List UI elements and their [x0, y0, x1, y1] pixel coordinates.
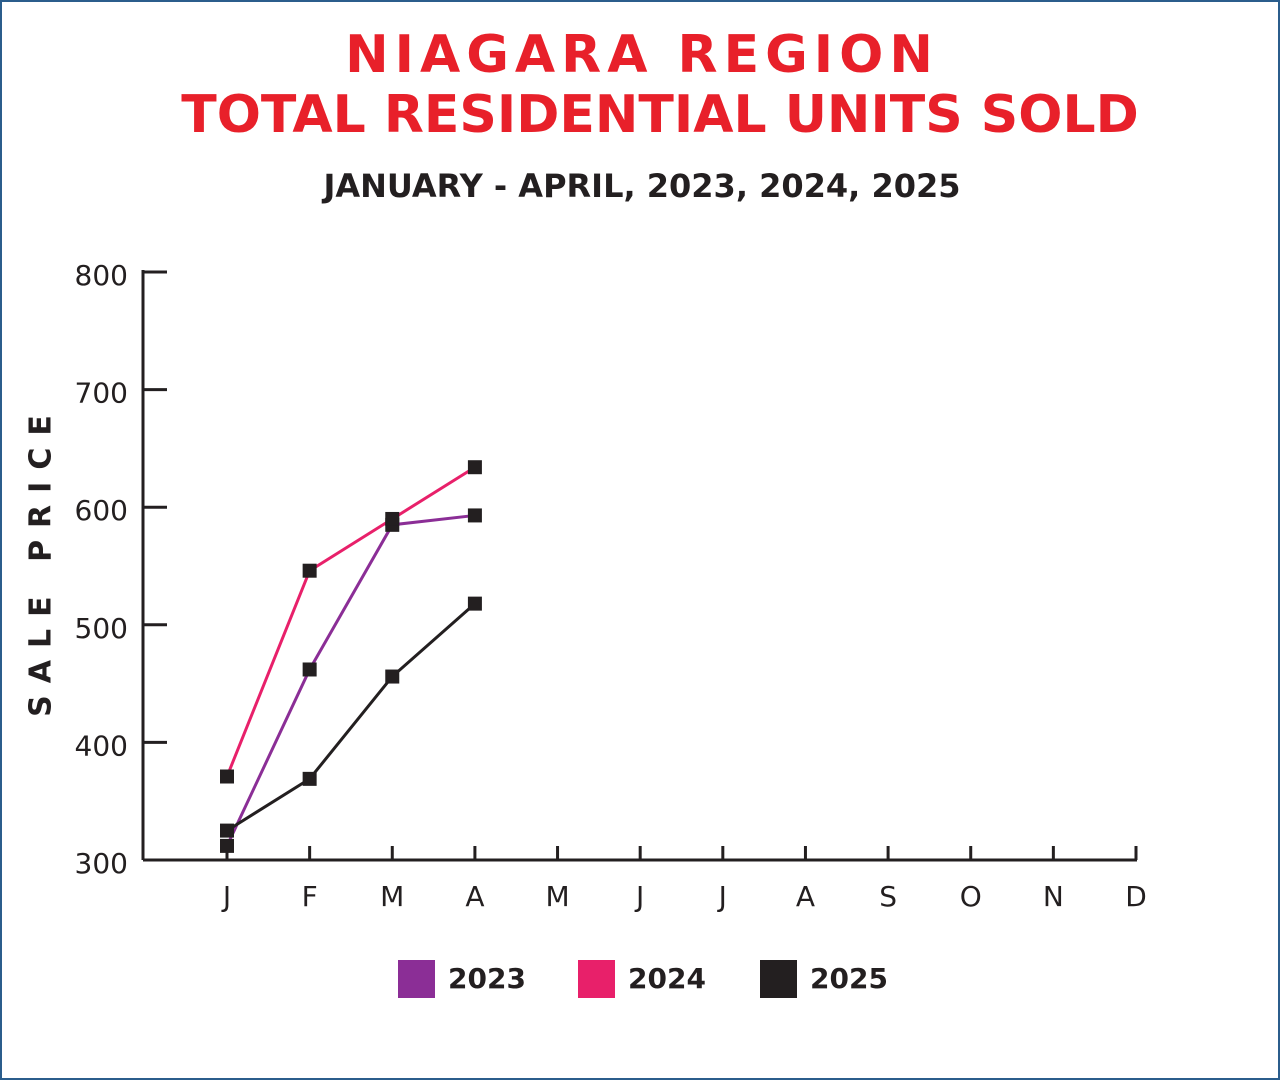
x-tick-label: N: [1043, 880, 1064, 913]
point-marker: [302, 662, 317, 677]
y-axis-label: SALE PRICE: [24, 403, 59, 717]
chart-title: NIAGARA REGION: [345, 25, 939, 85]
y-tick-label: 700: [75, 377, 128, 410]
y-tick-label: 400: [75, 729, 128, 762]
y-tick-label: 500: [75, 612, 128, 645]
legend-label: 2023: [448, 962, 526, 995]
point-marker: [302, 771, 317, 786]
point-marker: [385, 669, 400, 684]
x-tick-label: M: [380, 880, 404, 913]
legend-swatch: [398, 960, 435, 998]
point-marker: [220, 769, 234, 784]
x-tick-label: O: [960, 880, 982, 913]
x-tick-label: J: [634, 880, 644, 913]
series-line: [226, 602, 476, 832]
y-tick-label: 300: [75, 847, 128, 880]
x-tick-label: D: [1125, 880, 1147, 913]
legend-swatch: [578, 960, 615, 998]
chart-period: JANUARY - APRIL, 2023, 2024, 2025: [321, 167, 960, 205]
x-tick-label: J: [717, 880, 727, 913]
legend-swatch: [760, 960, 797, 998]
point-marker: [220, 823, 234, 838]
point-marker: [385, 511, 400, 526]
x-tick-label: F: [302, 880, 318, 913]
x-tick-label: S: [879, 880, 897, 913]
series-line: [225, 513, 476, 847]
point-marker: [220, 838, 234, 853]
point-marker: [467, 460, 482, 475]
x-tick-label: M: [545, 880, 569, 913]
y-tick-label: 600: [75, 494, 128, 527]
y-tick-label: 800: [75, 259, 128, 292]
x-tick-label: A: [796, 880, 815, 913]
point-marker: [467, 508, 482, 523]
x-tick-label: A: [465, 880, 484, 913]
x-tick-label: J: [221, 880, 231, 913]
series-line: [225, 465, 476, 778]
point-marker: [467, 596, 482, 611]
point-marker: [302, 563, 317, 578]
chart-subtitle: TOTAL RESIDENTIAL UNITS SOLD: [181, 85, 1139, 145]
legend-label: 2025: [810, 962, 888, 995]
legend-label: 2024: [628, 962, 706, 995]
